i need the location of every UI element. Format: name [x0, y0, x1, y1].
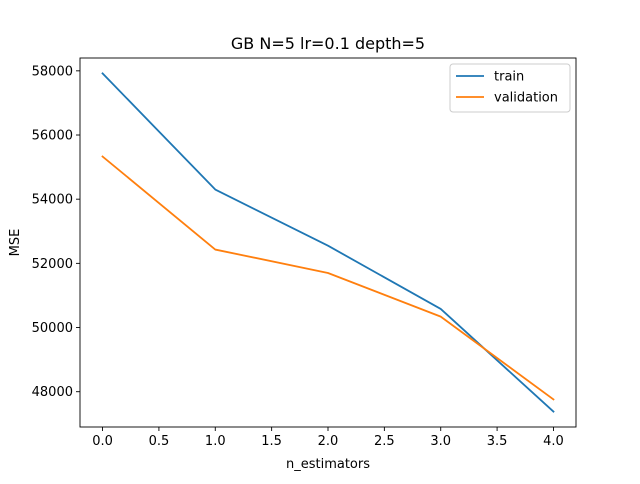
plot-area-frame: [79, 57, 577, 428]
x-tick-label: 4.0: [543, 434, 564, 449]
x-axis-ticks: 0.0 0.5 1.0 1.5 2.0 2.5 3.0 3.5 4.0: [92, 427, 564, 449]
legend: train validation: [449, 63, 571, 113]
x-tick-label: 0.0: [92, 434, 113, 449]
legend-label-validation: validation: [494, 91, 558, 106]
x-axis-label: n_estimators: [286, 457, 370, 472]
x-tick-label: 2.0: [318, 434, 339, 449]
x-tick-label: 2.5: [374, 434, 395, 449]
series-lines: [101, 72, 555, 413]
legend-label-train: train: [494, 70, 524, 85]
series-line-validation: [101, 155, 555, 401]
x-tick-label: 1.5: [261, 434, 282, 449]
x-tick-label: 3.5: [487, 434, 508, 449]
chart-title: GB N=5 lr=0.1 depth=5: [231, 34, 425, 53]
x-tick-label: 1.0: [205, 434, 226, 449]
y-tick-label: 52000: [32, 257, 73, 272]
y-tick-label: 54000: [32, 193, 73, 208]
y-axis-label: MSE: [8, 229, 23, 257]
y-axis-ticks: 48000 50000 52000 54000 56000 58000: [32, 64, 80, 400]
y-tick-label: 56000: [32, 129, 73, 144]
x-tick-label: 0.5: [149, 434, 170, 449]
y-tick-label: 58000: [32, 64, 73, 79]
x-tick-label: 3.0: [430, 434, 451, 449]
y-tick-label: 50000: [32, 321, 73, 336]
y-tick-label: 48000: [32, 385, 73, 400]
